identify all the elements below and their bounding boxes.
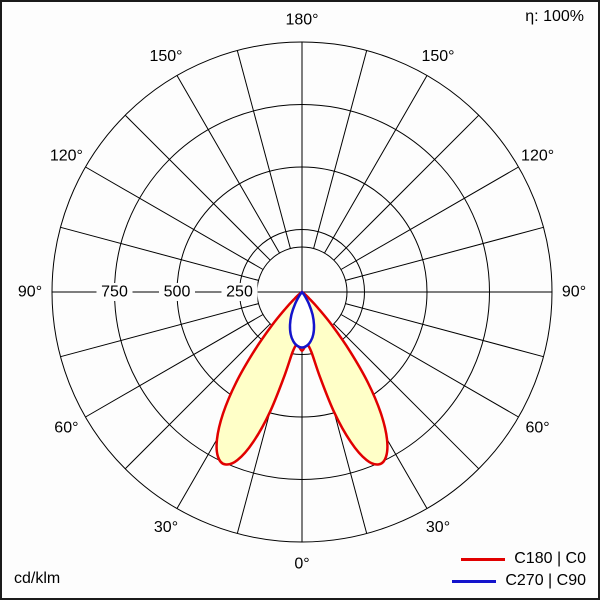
grid-spoke [324, 75, 428, 254]
grid-spoke [60, 226, 259, 281]
grid-spoke [340, 166, 519, 270]
curve-c270-c90 [288, 290, 316, 349]
legend-item-c180-c0: C180 | C0 [452, 550, 586, 568]
grid-spoke [124, 323, 271, 470]
grid-spoke [345, 226, 544, 281]
radial-tick-label: 250 [226, 284, 253, 301]
angle-tick-label: 90° [562, 284, 586, 301]
radial-tick-label: 500 [164, 284, 191, 301]
angle-tick-label: 120° [50, 148, 83, 165]
angle-tick-label: 60° [525, 420, 549, 437]
grid-spoke [236, 50, 291, 249]
grid-spoke [176, 75, 280, 254]
legend-line-c270-c90 [452, 579, 497, 583]
angle-tick-label: 90° [18, 284, 42, 301]
grid-spoke [60, 303, 259, 358]
grid-spoke [85, 314, 264, 418]
angle-tick-label: 150° [421, 48, 454, 65]
efficiency-label: η: 100% [525, 8, 584, 25]
angle-tick-label: 120° [521, 148, 554, 165]
radial-tick-bg [159, 283, 195, 301]
radial-tick-bg [96, 283, 133, 301]
unit-label: cd/klm [14, 570, 61, 587]
radial-tick-bg [221, 283, 258, 301]
grid-spoke [345, 303, 544, 358]
radial-tick-label: 750 [101, 284, 128, 301]
grid-spoke [340, 314, 519, 418]
angle-tick-label: 60° [54, 420, 78, 437]
curve-c180-c0 [215, 290, 389, 466]
grid-spoke [85, 166, 264, 270]
legend-line-c180-c0 [461, 557, 506, 561]
legend-item-c270-c90: C270 | C90 [452, 572, 586, 590]
grid-spoke [313, 50, 368, 249]
angle-tick-label: 30° [154, 519, 178, 536]
legend-label-c270-c90: C270 | C90 [505, 572, 586, 589]
angle-tick-label: 150° [149, 48, 182, 65]
angle-tick-label: 180° [285, 12, 318, 29]
angle-tick-label: 0° [294, 556, 309, 573]
legend-label-c180-c0: C180 | C0 [514, 550, 586, 567]
legend: C180 | C0 C270 | C90 [452, 550, 586, 590]
angle-tick-label: 30° [426, 519, 450, 536]
grid-spoke [333, 323, 480, 470]
grid-spoke [124, 114, 271, 261]
grid-spoke [333, 114, 480, 261]
